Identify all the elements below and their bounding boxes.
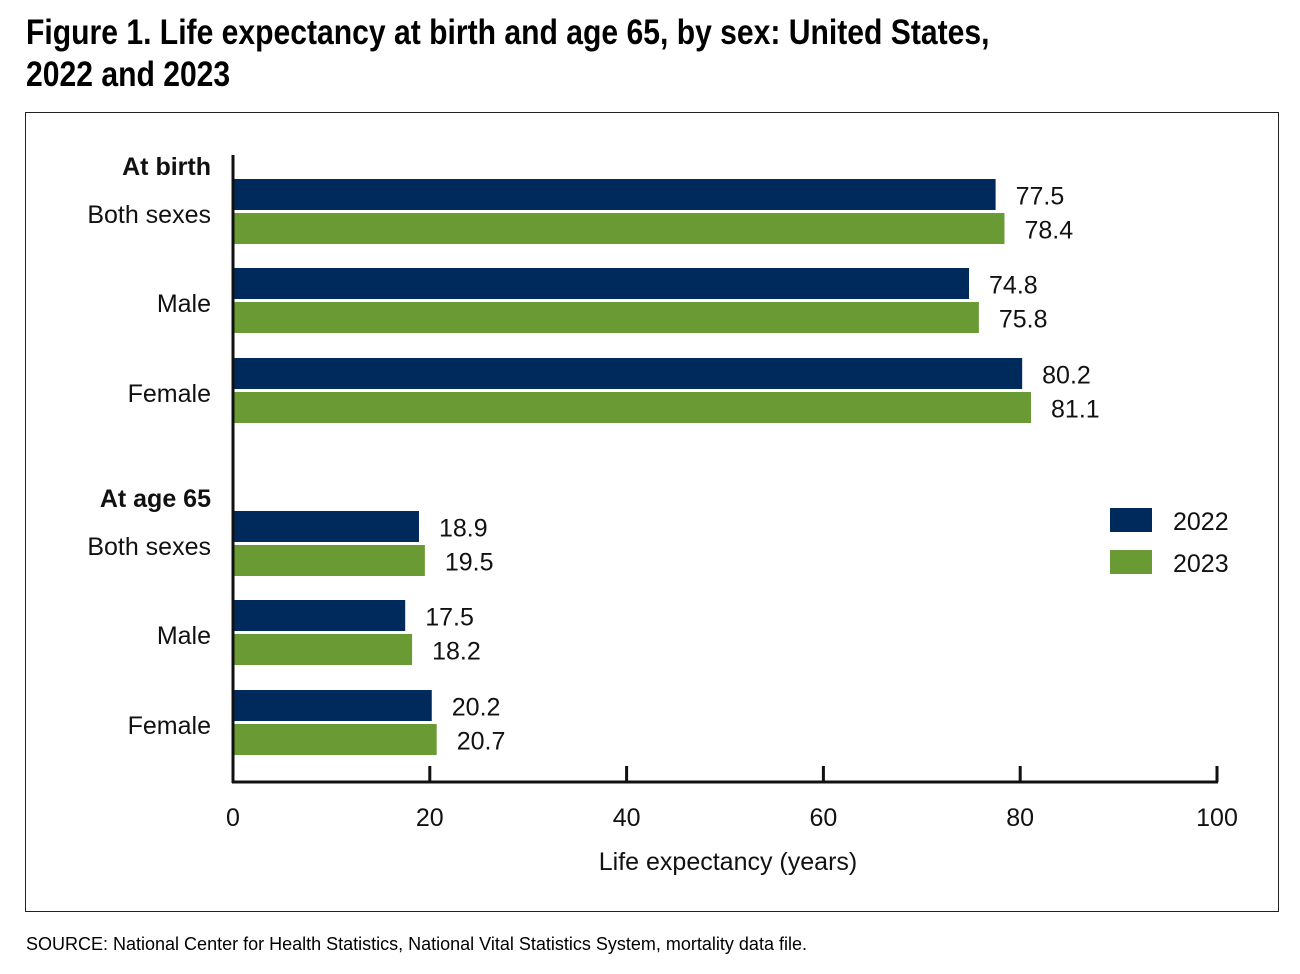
category-label: Male <box>157 622 211 650</box>
group-label: At birth <box>122 153 211 181</box>
data-label: 74.8 <box>989 272 1038 300</box>
bar-2022 <box>233 179 996 210</box>
data-label: 18.2 <box>432 638 481 666</box>
data-label: 81.1 <box>1051 396 1100 424</box>
chart-frame <box>25 112 1279 912</box>
legend-label: 2022 <box>1173 508 1229 536</box>
bar-2023 <box>233 634 413 665</box>
bar-2022 <box>233 268 970 299</box>
x-tick-label: 20 <box>416 804 444 832</box>
data-label: 80.2 <box>1042 362 1091 390</box>
data-label: 18.9 <box>439 515 488 543</box>
category-label: Both sexes <box>87 533 211 561</box>
title-line-2: 2022 and 2023 <box>26 55 231 94</box>
legend-swatch-2023 <box>1110 550 1152 574</box>
category-label: Male <box>157 290 211 318</box>
source-note: SOURCE: National Center for Health Stati… <box>26 934 807 954</box>
bar-2022 <box>233 600 406 631</box>
bar-2022 <box>233 511 419 542</box>
bar-2023 <box>233 724 437 755</box>
data-label: 19.5 <box>445 549 494 577</box>
bar-2023 <box>233 213 1005 244</box>
data-label: 78.4 <box>1024 217 1073 245</box>
data-label: 20.7 <box>457 728 506 756</box>
legend-label: 2023 <box>1173 550 1229 578</box>
x-axis-title: Life expectancy (years) <box>599 848 857 876</box>
data-label: 75.8 <box>999 306 1048 334</box>
category-label: Female <box>128 712 211 740</box>
bar-2023 <box>233 392 1032 423</box>
group-label: At age 65 <box>100 485 211 513</box>
data-label: 20.2 <box>452 694 501 722</box>
data-label: 17.5 <box>425 604 474 632</box>
category-label: Both sexes <box>87 201 211 229</box>
category-label: Female <box>128 380 211 408</box>
x-tick-label: 80 <box>1006 804 1034 832</box>
data-label: 77.5 <box>1016 183 1065 211</box>
bar-2022 <box>233 690 432 721</box>
bar-2023 <box>233 302 979 333</box>
bar-2022 <box>233 358 1023 389</box>
title-line-1: Figure 1. Life expectancy at birth and a… <box>26 13 990 52</box>
legend-swatch-2022 <box>1110 508 1152 532</box>
x-tick-label: 100 <box>1196 804 1238 832</box>
x-tick-label: 60 <box>809 804 837 832</box>
x-tick-label: 0 <box>226 804 240 832</box>
chart-title: Figure 1. Life expectancy at birth and a… <box>26 12 989 96</box>
bar-2023 <box>233 545 425 576</box>
x-tick-label: 40 <box>613 804 641 832</box>
